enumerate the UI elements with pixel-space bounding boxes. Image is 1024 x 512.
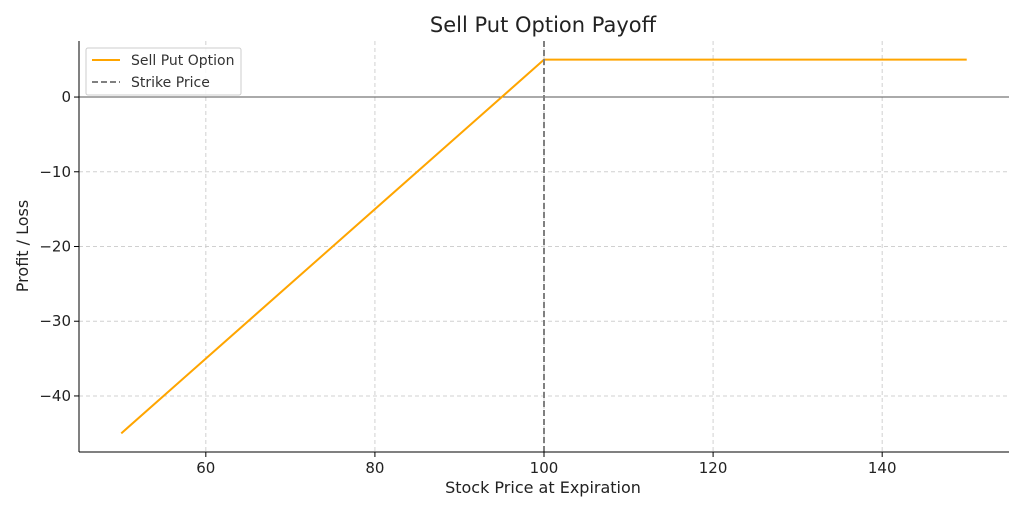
- x-tick-label: 140: [868, 459, 897, 477]
- chart-title: Sell Put Option Payoff: [430, 13, 657, 37]
- legend-box: [85, 47, 242, 96]
- x-tick-label: 80: [365, 459, 384, 477]
- y-tick-label: −20: [39, 238, 71, 256]
- x-tick-label: 100: [530, 459, 559, 477]
- y-axis-ticks: 0 −10 −20 −30 −40: [39, 88, 79, 405]
- legend-label-sell-put: Sell Put Option: [131, 53, 234, 69]
- legend-label-strike-price: Strike Price: [131, 75, 210, 91]
- y-tick-label: −10: [39, 163, 71, 181]
- x-axis-label: Stock Price at Expiration: [445, 478, 641, 497]
- grid: [79, 41, 1009, 452]
- y-tick-label: −30: [39, 312, 71, 330]
- y-tick-label: 0: [61, 88, 71, 106]
- x-tick-label: 60: [196, 459, 215, 477]
- legend: Sell Put Option Strike Price: [85, 47, 242, 96]
- y-tick-label: −40: [39, 387, 71, 405]
- y-axis-label: Profit / Loss: [13, 200, 32, 292]
- x-axis-ticks: 60 80 100 120 140: [196, 452, 897, 477]
- x-tick-label: 120: [699, 459, 728, 477]
